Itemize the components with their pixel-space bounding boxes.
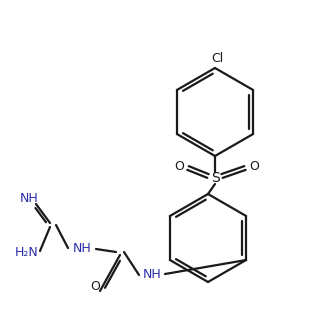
- Text: H₂N: H₂N: [15, 247, 39, 260]
- Text: Cl: Cl: [211, 53, 223, 65]
- Text: O: O: [174, 161, 184, 174]
- Text: S: S: [211, 171, 219, 185]
- Text: NH: NH: [143, 268, 162, 282]
- Text: NH: NH: [73, 242, 91, 254]
- Text: O: O: [249, 161, 259, 174]
- Text: O: O: [90, 280, 100, 292]
- Text: NH: NH: [20, 192, 38, 204]
